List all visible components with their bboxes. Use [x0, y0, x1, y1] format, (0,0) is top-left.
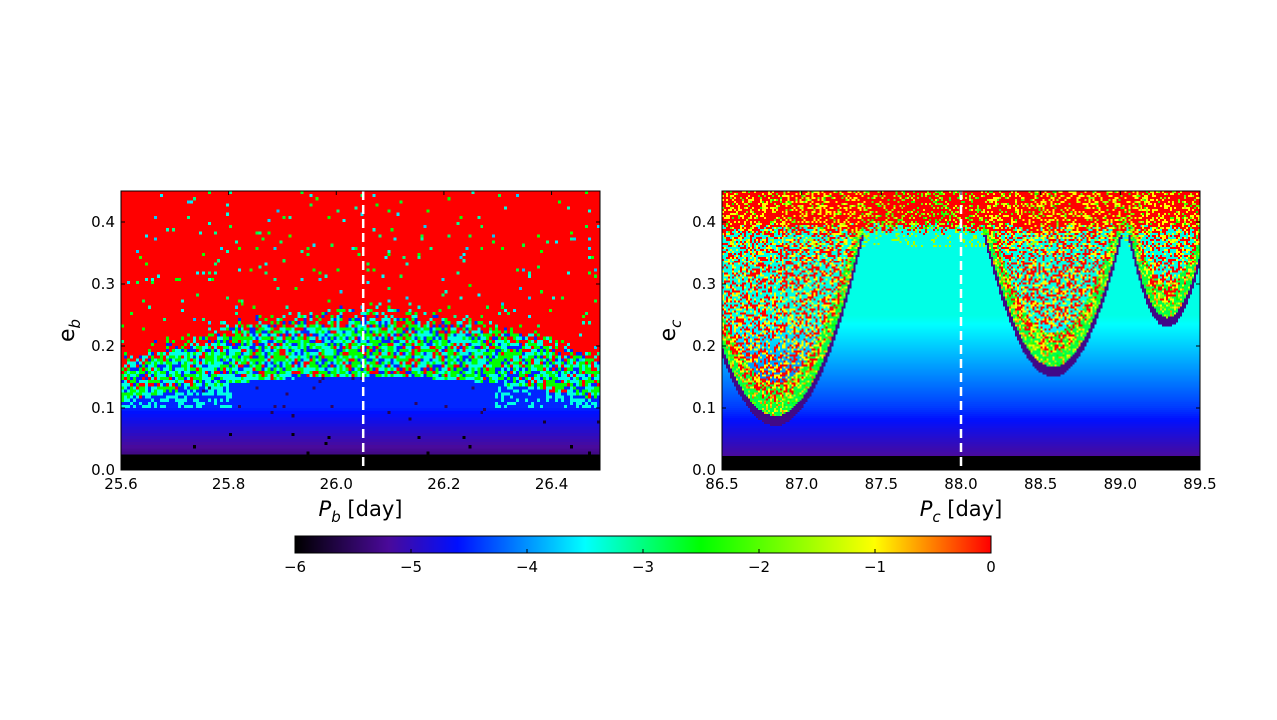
- right-ytick-label: 0.2: [692, 337, 716, 355]
- colorbar-tick-label: −3: [632, 558, 654, 576]
- right-ylabel: ec: [656, 319, 685, 342]
- right-ytick-label: 0.3: [692, 275, 716, 293]
- right-xtick-label: 89.5: [1183, 475, 1216, 493]
- left-ytick-label: 0.2: [91, 337, 115, 355]
- left-xlabel: Pb [day]: [319, 497, 403, 526]
- left-xtick-label: 26.2: [427, 475, 460, 493]
- colorbar-tick-label: −5: [400, 558, 422, 576]
- right-xtick-label: 88.5: [1024, 475, 1057, 493]
- right-xtick-label: 88.0: [944, 475, 977, 493]
- left-xtick-label: 25.8: [212, 475, 245, 493]
- right-xtick-label: 87.5: [865, 475, 898, 493]
- right-xtick-label: 86.5: [705, 475, 738, 493]
- left-ytick-label: 0.4: [91, 213, 115, 231]
- right-axes-frame: [721, 190, 1201, 471]
- right-ytick-label: 0.4: [692, 213, 716, 231]
- left-ylabel: eb: [55, 319, 84, 342]
- right-ytick-label: 0.0: [692, 461, 716, 479]
- colorbar-gradient: [295, 536, 991, 553]
- left-ytick-label: 0.1: [91, 399, 115, 417]
- left-ytick-label: 0.3: [91, 275, 115, 293]
- left-xtick-label: 26.4: [535, 475, 568, 493]
- right-xtick-label: 87.0: [785, 475, 818, 493]
- colorbar-tick-label: −2: [748, 558, 770, 576]
- left-xtick-label: 25.6: [104, 475, 137, 493]
- colorbar-tick-label: −4: [516, 558, 538, 576]
- heatmap-left-pb-eb: [121, 191, 600, 470]
- colorbar-tick-label: −1: [864, 558, 886, 576]
- colorbar-tick-label: −6: [284, 558, 306, 576]
- right-xlabel: Pc [day]: [920, 497, 1003, 526]
- right-ytick-label: 0.1: [692, 399, 716, 417]
- left-ytick-label: 0.0: [91, 461, 115, 479]
- left-xtick-label: 26.0: [320, 475, 353, 493]
- left-axes-frame: [120, 190, 601, 471]
- right-xtick-label: 89.0: [1104, 475, 1137, 493]
- colorbar-tick-label: 0: [986, 558, 996, 576]
